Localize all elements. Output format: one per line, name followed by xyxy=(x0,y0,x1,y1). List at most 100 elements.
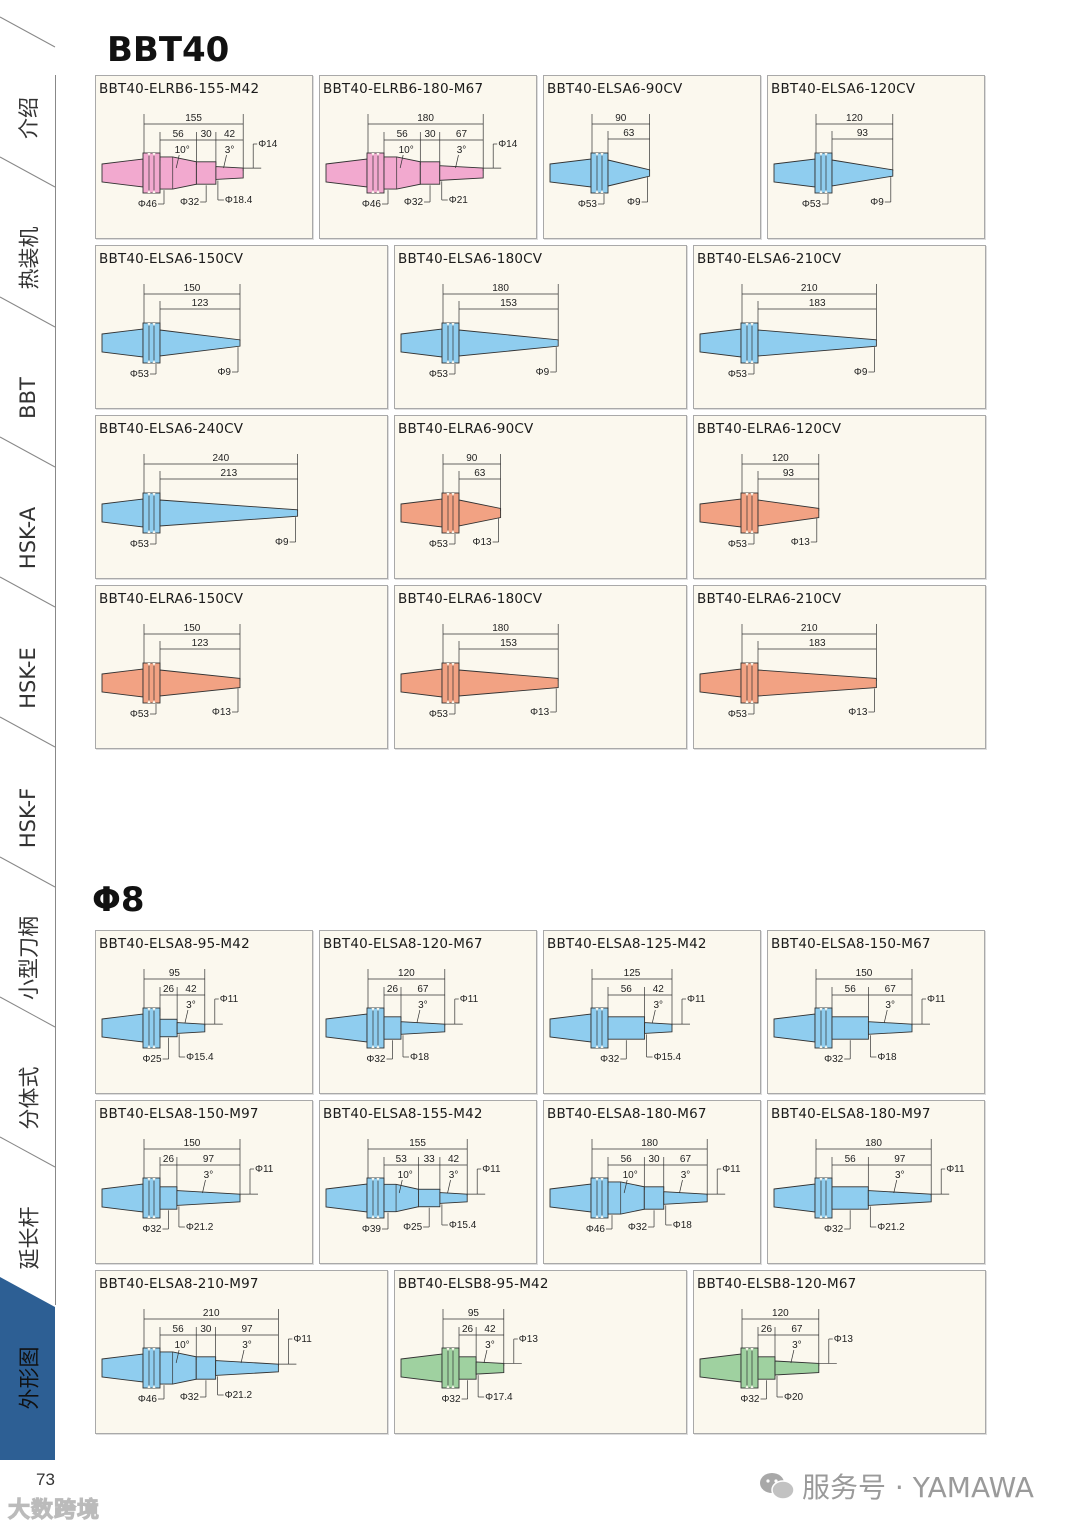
tip-diameter-label: Φ11 xyxy=(293,1334,312,1345)
tip-diameter-label: Φ11 xyxy=(946,1164,965,1175)
diameter-label: Φ17.4 xyxy=(485,1392,513,1403)
diameter-label: Φ32 xyxy=(441,1394,461,1405)
flange xyxy=(441,1347,460,1389)
sidebar-tab-5[interactable]: HSK-F xyxy=(0,753,56,883)
diameter-label: Φ15.4 xyxy=(654,1052,682,1063)
sidebar-tab-0[interactable]: 介绍 xyxy=(0,53,56,183)
total-length-label: 210 xyxy=(801,283,818,294)
tool-holder-diagram: 125 56 42 3° Φ11 Φ32 Φ15.4 xyxy=(549,968,706,1065)
product-card: BBT40-ELSA6-210CV 210 183 Φ53 Φ9 xyxy=(693,245,986,409)
sidebar-tab-7[interactable]: 分体式 xyxy=(0,1033,56,1163)
product-title: BBT40-ELSA8-150-M67 xyxy=(771,936,931,952)
diameter-label: Φ32 xyxy=(600,1054,620,1065)
tip-diameter-label: Φ11 xyxy=(220,994,239,1005)
taper-shank xyxy=(773,1183,816,1213)
taper-shank xyxy=(325,1013,368,1043)
product-card: BBT40-ELSA8-155-M42 155 53 33 42 10° 3° Φ11 Φ39 Φ… xyxy=(319,1100,537,1264)
angle-leader xyxy=(883,1009,888,1024)
body-cylinder xyxy=(419,161,441,185)
tapered-body xyxy=(458,499,502,527)
body-cylinder xyxy=(159,1018,178,1038)
wechat-icon xyxy=(758,1471,796,1501)
tab-separator xyxy=(0,716,56,748)
flange xyxy=(441,662,460,704)
total-length-label: 180 xyxy=(865,1138,882,1149)
body-cylinder xyxy=(831,1016,869,1040)
step-length-label: 67 xyxy=(791,1324,803,1335)
product-title: BBT40-ELSA6-210CV xyxy=(697,251,842,267)
sidebar-tab-4[interactable]: HSK-E xyxy=(0,613,56,743)
groove-notch xyxy=(446,663,450,666)
step-length-label: 56 xyxy=(621,1154,633,1165)
step-length-label: 97 xyxy=(894,1154,906,1165)
taper-shank xyxy=(400,668,443,698)
groove-notch xyxy=(147,1045,151,1048)
groove-notch xyxy=(451,663,455,666)
sidebar-tab-6[interactable]: 小型刀柄 xyxy=(0,893,56,1023)
angle-label: 3° xyxy=(885,1000,895,1011)
product-card: BBT40-ELRB6-180-M67 180 56 30 67 10° 3° Φ14 Φ46 Φ… xyxy=(319,75,537,239)
sidebar-tab-1[interactable]: 热装机 xyxy=(0,193,56,323)
angle-label: 3° xyxy=(449,1170,459,1181)
step-length-label: 56 xyxy=(845,1154,857,1165)
product-card: BBT40-ELRA6-120CV 120 93 Φ53 Φ13 xyxy=(693,415,986,579)
angle-leader xyxy=(399,154,404,169)
taper-shank xyxy=(400,1353,443,1383)
tool-holder-diagram: 180 153 Φ53 Φ9 xyxy=(400,283,559,380)
step-length-label: 26 xyxy=(462,1324,474,1335)
diameter-label: Φ46 xyxy=(138,199,158,210)
sidebar-tab-label: 外形图 xyxy=(17,1346,41,1410)
diameter-label: Φ21 xyxy=(449,195,469,206)
groove-notch xyxy=(600,1178,604,1181)
sidebar-tab-label: BBT xyxy=(16,377,40,419)
flange xyxy=(814,152,833,194)
product-card: BBT40-ELSB8-120-M67 120 26 67 3° Φ13 Φ32 Φ20 xyxy=(693,1270,986,1434)
product-card: BBT40-ELRA6-210CV 210 183 Φ53 Φ13 xyxy=(693,585,986,749)
tip-diameter-label: Φ11 xyxy=(255,1164,274,1175)
diameter-label: Φ32 xyxy=(142,1224,162,1235)
sidebar-tab-2[interactable]: BBT xyxy=(0,333,56,463)
tool-holder-diagram: 210 56 30 97 10° 3° Φ11 Φ46 Φ32 Φ21.2 xyxy=(101,1308,312,1405)
groove-notch xyxy=(745,700,749,703)
groove-notch xyxy=(152,1385,156,1388)
groove-notch xyxy=(446,493,450,496)
groove-notch xyxy=(451,700,455,703)
groove-notch xyxy=(600,190,604,193)
flange xyxy=(441,492,460,534)
diameter-label: Φ13 xyxy=(848,707,868,718)
sidebar-tab-3[interactable]: HSK-A xyxy=(0,473,56,603)
angle-leader xyxy=(416,1009,421,1024)
sidebar-tab-8[interactable]: 延长杆 xyxy=(0,1173,56,1303)
product-title: BBT40-ELSB8-95-M42 xyxy=(398,1276,549,1292)
diameter-label: Φ32 xyxy=(366,1054,386,1065)
tapered-tip xyxy=(215,166,244,180)
groove-notch xyxy=(819,1045,823,1048)
groove-notch xyxy=(371,1178,375,1181)
tab-separator xyxy=(0,1136,56,1168)
step-length-label: 183 xyxy=(809,638,826,649)
groove-notch xyxy=(446,700,450,703)
angle-leader xyxy=(447,1179,451,1194)
diameter-label: Φ53 xyxy=(429,369,449,380)
angle-label: 3° xyxy=(242,1340,252,1351)
diameter-label: Φ53 xyxy=(130,709,150,720)
step-length-label: 63 xyxy=(623,128,635,139)
flange xyxy=(590,1007,609,1049)
angle-label: 10° xyxy=(175,1340,190,1351)
product-title: BBT40-ELSA8-120-M67 xyxy=(323,936,483,952)
taper-shank xyxy=(549,158,592,188)
groove-notch xyxy=(147,530,151,533)
sidebar-tab-9[interactable]: 外形图 xyxy=(0,1313,56,1443)
groove-notch xyxy=(371,1008,375,1011)
angle-label: 3° xyxy=(792,1340,802,1351)
diameter-label: Φ18.4 xyxy=(225,195,253,206)
flange xyxy=(740,322,759,364)
angle-leader xyxy=(623,1179,628,1194)
tapered-body xyxy=(458,669,559,697)
diameter-label: Φ32 xyxy=(628,1222,648,1233)
product-title: BBT40-ELSA6-90CV xyxy=(547,81,683,97)
tab-separator xyxy=(0,576,56,608)
taper-shank xyxy=(400,328,443,358)
step-length-label: 42 xyxy=(224,129,236,140)
step-length-label: 123 xyxy=(192,298,209,309)
